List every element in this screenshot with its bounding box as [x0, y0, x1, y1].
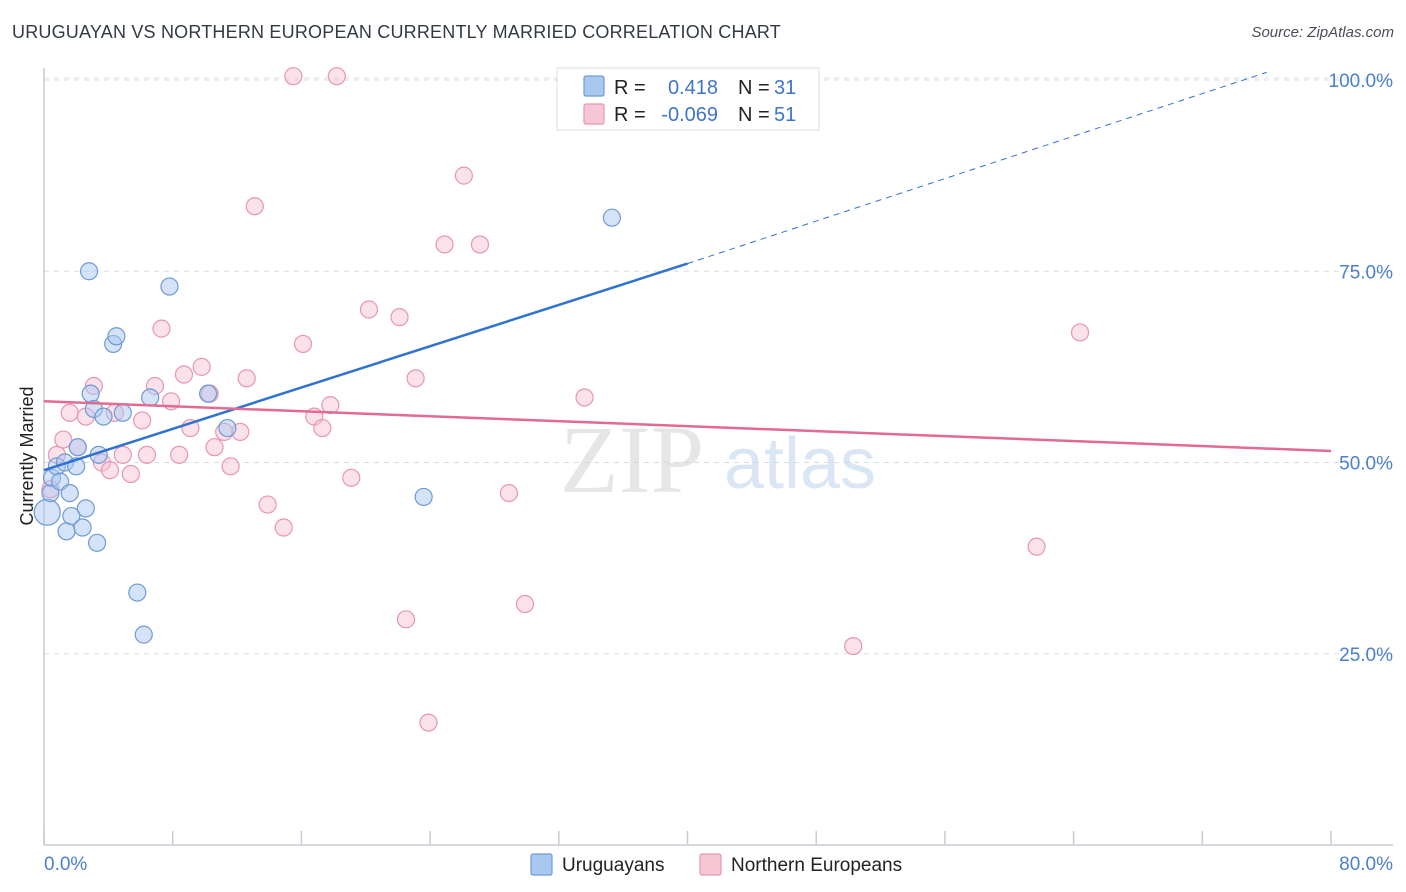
- source-label: Source: ZipAtlas.com: [1251, 24, 1394, 41]
- point-uruguayans: [113, 403, 132, 422]
- grid-layer: [44, 77, 1393, 655]
- x-tick-label-min: 0.0%: [44, 854, 87, 875]
- trendline-northern-europeans: [43, 400, 1332, 453]
- regression-lines: [43, 71, 1332, 472]
- chart-title: URUGUAYAN VS NORTHERN EUROPEAN CURRENTLY…: [12, 22, 781, 42]
- point-uruguayans: [128, 583, 147, 602]
- point-northern-europeans: [515, 594, 535, 614]
- point-northern-europeans: [245, 197, 264, 216]
- point-northern-europeans: [293, 334, 313, 354]
- point-northern-europeans: [390, 308, 409, 327]
- point-northern-europeans: [60, 403, 79, 422]
- point-northern-europeans: [152, 319, 171, 338]
- point-northern-europeans: [133, 411, 152, 430]
- x-tick-marks: [43, 831, 1332, 845]
- point-uruguayans: [60, 484, 79, 503]
- legend-n-label-1: N =: [738, 77, 770, 99]
- legend-n-label-2: N =: [738, 104, 770, 126]
- point-northern-europeans: [313, 418, 332, 438]
- stats-legend: R = 0.418 N = 31 R = -0.069 N = 51: [556, 67, 820, 131]
- x-tick-label-max: 80.0%: [1339, 854, 1393, 875]
- point-northern-europeans: [174, 365, 194, 384]
- point-uruguayans: [414, 487, 433, 507]
- watermark-atlas: atlas: [724, 424, 876, 504]
- point-northern-europeans: [575, 388, 594, 407]
- point-northern-europeans: [113, 445, 132, 464]
- bottom-legend-swatch-northern-europeans: [699, 853, 722, 876]
- legend-n-value-2: 51: [774, 104, 796, 126]
- point-northern-europeans: [499, 484, 519, 503]
- point-northern-europeans: [54, 430, 73, 449]
- bottom-legend-label-uruguayans: Uruguayans: [562, 855, 664, 876]
- point-northern-europeans: [844, 636, 863, 656]
- legend-swatch-northern-europeans: [583, 103, 605, 125]
- legend-n-value-1: 31: [774, 77, 796, 99]
- point-uruguayans: [57, 522, 76, 541]
- point-uruguayans: [79, 262, 99, 281]
- point-uruguayans: [33, 498, 61, 526]
- point-northern-europeans: [396, 610, 416, 629]
- point-northern-europeans: [121, 464, 140, 484]
- point-northern-europeans: [258, 495, 277, 514]
- point-uruguayans: [87, 533, 107, 552]
- point-northern-europeans: [342, 468, 361, 487]
- point-uruguayans: [73, 518, 92, 537]
- y-tick-label-25: 25.0%: [1339, 645, 1393, 666]
- point-uruguayans: [76, 499, 95, 518]
- bottom-legend-label-northern-europeans: Northern Europeans: [731, 855, 902, 876]
- point-uruguayans: [107, 327, 126, 346]
- legend-r-value-2: -0.069: [661, 104, 718, 126]
- series-northern-europeans: [41, 67, 1090, 732]
- point-uruguayans: [81, 384, 100, 403]
- point-northern-europeans: [170, 445, 189, 464]
- point-northern-europeans: [1027, 537, 1046, 556]
- point-northern-europeans: [192, 357, 211, 376]
- y-tick-label-75: 75.0%: [1339, 262, 1393, 283]
- point-northern-europeans: [406, 369, 425, 388]
- point-northern-europeans: [237, 369, 256, 388]
- point-uruguayans: [602, 208, 621, 227]
- point-uruguayans: [141, 388, 160, 407]
- legend-r-label-2: R =: [614, 104, 646, 126]
- point-uruguayans: [94, 407, 113, 426]
- point-northern-europeans: [327, 67, 346, 86]
- point-northern-europeans: [284, 67, 303, 86]
- legend-r-label-1: R =: [614, 77, 646, 99]
- point-northern-europeans: [137, 445, 157, 464]
- point-northern-europeans: [205, 438, 224, 457]
- point-uruguayans: [160, 277, 179, 296]
- y-tick-label-50: 50.0%: [1339, 454, 1393, 475]
- trendline-uruguayans-extension: [687, 71, 1267, 265]
- y-axis-label: Currently Married: [17, 386, 37, 525]
- point-northern-europeans: [470, 235, 490, 254]
- point-northern-europeans: [1070, 323, 1090, 342]
- point-northern-europeans: [435, 235, 454, 254]
- y-tick-label-100: 100.0%: [1329, 71, 1394, 92]
- legend-r-value-1: 0.418: [668, 77, 718, 99]
- bottom-legend-swatch-uruguayans: [530, 853, 553, 876]
- point-uruguayans: [218, 418, 237, 438]
- point-northern-europeans: [454, 166, 473, 185]
- point-uruguayans: [62, 506, 81, 526]
- point-northern-europeans: [100, 461, 120, 480]
- point-northern-europeans: [359, 300, 379, 319]
- legend-swatch-uruguayans: [583, 75, 605, 97]
- y-tick-labels: 25.0% 50.0% 75.0% 100.0%: [1329, 71, 1394, 666]
- point-uruguayans: [134, 625, 153, 644]
- trendline-uruguayans: [43, 262, 688, 472]
- point-northern-europeans: [274, 518, 293, 537]
- point-northern-europeans: [321, 396, 340, 415]
- point-northern-europeans: [419, 713, 438, 732]
- point-uruguayans: [198, 384, 218, 403]
- point-uruguayans: [68, 438, 87, 457]
- point-northern-europeans: [221, 457, 240, 476]
- series-legend: Uruguayans Northern Europeans: [530, 853, 902, 876]
